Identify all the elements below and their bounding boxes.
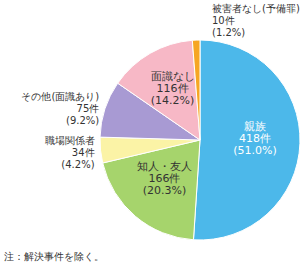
svg-text:親族418件(51.0%): 親族418件(51.0%) [233, 120, 277, 157]
html-text:注：解決事件を除く。: 注：解決事件を除く。 [4, 251, 104, 262]
svg-text:その他(面識あり)75件(9.2%): その他(面識あり)75件(9.2%) [21, 91, 99, 126]
svg-text:職場関係者34件(4.2%): 職場関係者34件(4.2%) [45, 135, 95, 170]
svg-text:面識なし116件(14.2%): 面識なし116件(14.2%) [151, 70, 195, 107]
svg-text:知人・友人166件(20.3%): 知人・友人166件(20.3%) [137, 160, 192, 197]
svg-text:被害者なし(予備罪)10件(1.2%): 被害者なし(予備罪)10件(1.2%) [212, 3, 300, 38]
